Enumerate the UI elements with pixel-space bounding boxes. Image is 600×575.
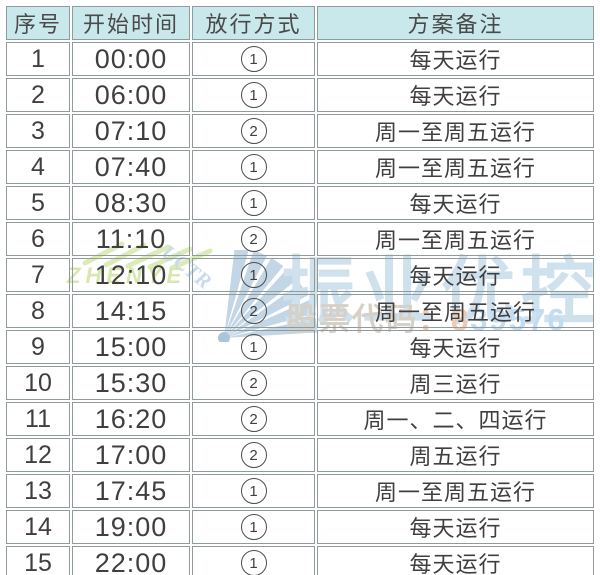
seq-cell: 11: [6, 402, 70, 436]
note-cell: 周一至周五运行: [317, 474, 594, 508]
seq-cell: 4: [6, 150, 70, 184]
seq-cell: 7: [6, 258, 70, 292]
table-row: 1 00:00 1 每天运行: [6, 42, 594, 76]
time-cell: 07:40: [72, 150, 190, 184]
circled-number-icon: 1: [240, 154, 267, 180]
time-cell: 06:00: [72, 78, 190, 112]
table-row: 3 07:10 2 周一至周五运行: [6, 114, 594, 148]
time-cell: 07:10: [72, 114, 190, 148]
header-note: 方案备注: [317, 6, 594, 40]
method-cell: 2: [192, 366, 315, 400]
method-cell: 2: [192, 438, 315, 472]
time-cell: 15:00: [72, 330, 190, 364]
method-cell: 1: [192, 78, 315, 112]
circled-number-icon: 1: [240, 514, 267, 540]
note-cell: 每天运行: [317, 510, 594, 544]
header-seq: 序号: [6, 6, 70, 40]
time-cell: 22:00: [72, 546, 190, 575]
time-cell: 08:30: [72, 186, 190, 220]
time-cell: 14:15: [72, 294, 190, 328]
time-cell: 16:20: [72, 402, 190, 436]
method-cell: 1: [192, 258, 315, 292]
circled-number-icon: 2: [240, 370, 267, 396]
circled-number-icon: 2: [240, 406, 267, 432]
seq-cell: 3: [6, 114, 70, 148]
table-row: 7 12:10 1 每天运行: [6, 258, 594, 292]
seq-cell: 14: [6, 510, 70, 544]
table-row: 12 17:00 2 周五运行: [6, 438, 594, 472]
seq-cell: 6: [6, 222, 70, 256]
table-row: 8 14:15 2 周一至周五运行: [6, 294, 594, 328]
circled-number-icon: 1: [240, 82, 267, 108]
note-cell: 周三运行: [317, 366, 594, 400]
seq-cell: 2: [6, 78, 70, 112]
method-cell: 2: [192, 114, 315, 148]
note-cell: 周一至周五运行: [317, 222, 594, 256]
note-cell: 周五运行: [317, 438, 594, 472]
table-body: 1 00:00 1 每天运行 2 06:00 1 每天运行 3 07:10 2 …: [6, 42, 594, 575]
note-cell: 周一至周五运行: [317, 150, 594, 184]
circled-number-icon: 1: [240, 262, 267, 288]
circled-number-icon: 1: [240, 550, 267, 575]
note-cell: 每天运行: [317, 42, 594, 76]
time-cell: 17:00: [72, 438, 190, 472]
table-row: 4 07:40 1 周一至周五运行: [6, 150, 594, 184]
table-row: 14 19:00 1 每天运行: [6, 510, 594, 544]
seq-cell: 12: [6, 438, 70, 472]
table-row: 10 15:30 2 周三运行: [6, 366, 594, 400]
table-row: 5 08:30 1 每天运行: [6, 186, 594, 220]
method-cell: 1: [192, 474, 315, 508]
seq-cell: 9: [6, 330, 70, 364]
header-row: 序号 开始时间 放行方式 方案备注: [6, 6, 594, 40]
time-cell: 19:00: [72, 510, 190, 544]
table-row: 13 17:45 1 周一至周五运行: [6, 474, 594, 508]
seq-cell: 13: [6, 474, 70, 508]
table-row: 2 06:00 1 每天运行: [6, 78, 594, 112]
table-row: 9 15:00 1 每天运行: [6, 330, 594, 364]
time-cell: 00:00: [72, 42, 190, 76]
header-method: 放行方式: [192, 6, 315, 40]
note-cell: 每天运行: [317, 186, 594, 220]
time-cell: 12:10: [72, 258, 190, 292]
method-cell: 1: [192, 186, 315, 220]
method-cell: 1: [192, 510, 315, 544]
seq-cell: 8: [6, 294, 70, 328]
method-cell: 1: [192, 150, 315, 184]
note-cell: 每天运行: [317, 330, 594, 364]
circled-number-icon: 2: [240, 118, 267, 144]
circled-number-icon: 2: [240, 298, 267, 324]
circled-number-icon: 1: [240, 46, 267, 72]
method-cell: 1: [192, 330, 315, 364]
circled-number-icon: 2: [240, 442, 267, 468]
note-cell: 每天运行: [317, 78, 594, 112]
time-cell: 11:10: [72, 222, 190, 256]
circled-number-icon: 1: [240, 478, 267, 504]
note-cell: 每天运行: [317, 546, 594, 575]
note-cell: 周一至周五运行: [317, 294, 594, 328]
method-cell: 2: [192, 402, 315, 436]
method-cell: 1: [192, 546, 315, 575]
note-cell: 每天运行: [317, 258, 594, 292]
method-cell: 2: [192, 222, 315, 256]
circled-number-icon: 2: [240, 226, 267, 252]
note-cell: 周一、二、四运行: [317, 402, 594, 436]
table-row: 11 16:20 2 周一、二、四运行: [6, 402, 594, 436]
circled-number-icon: 1: [240, 190, 267, 216]
method-cell: 1: [192, 42, 315, 76]
time-cell: 15:30: [72, 366, 190, 400]
seq-cell: 1: [6, 42, 70, 76]
schedule-table: 序号 开始时间 放行方式 方案备注 1 00:00 1 每天运行 2 06:00…: [4, 4, 596, 575]
circled-number-icon: 1: [240, 334, 267, 360]
seq-cell: 15: [6, 546, 70, 575]
note-cell: 周一至周五运行: [317, 114, 594, 148]
method-cell: 2: [192, 294, 315, 328]
table-row: 6 11:10 2 周一至周五运行: [6, 222, 594, 256]
seq-cell: 10: [6, 366, 70, 400]
time-cell: 17:45: [72, 474, 190, 508]
seq-cell: 5: [6, 186, 70, 220]
table-row: 15 22:00 1 每天运行: [6, 546, 594, 575]
header-time: 开始时间: [72, 6, 190, 40]
